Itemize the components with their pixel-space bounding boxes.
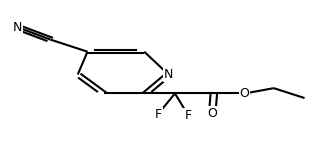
Text: N: N	[164, 68, 173, 81]
Text: O: O	[207, 107, 217, 120]
Text: F: F	[155, 107, 162, 121]
Text: F: F	[184, 109, 191, 122]
Text: N: N	[13, 21, 22, 34]
Text: O: O	[240, 87, 249, 100]
